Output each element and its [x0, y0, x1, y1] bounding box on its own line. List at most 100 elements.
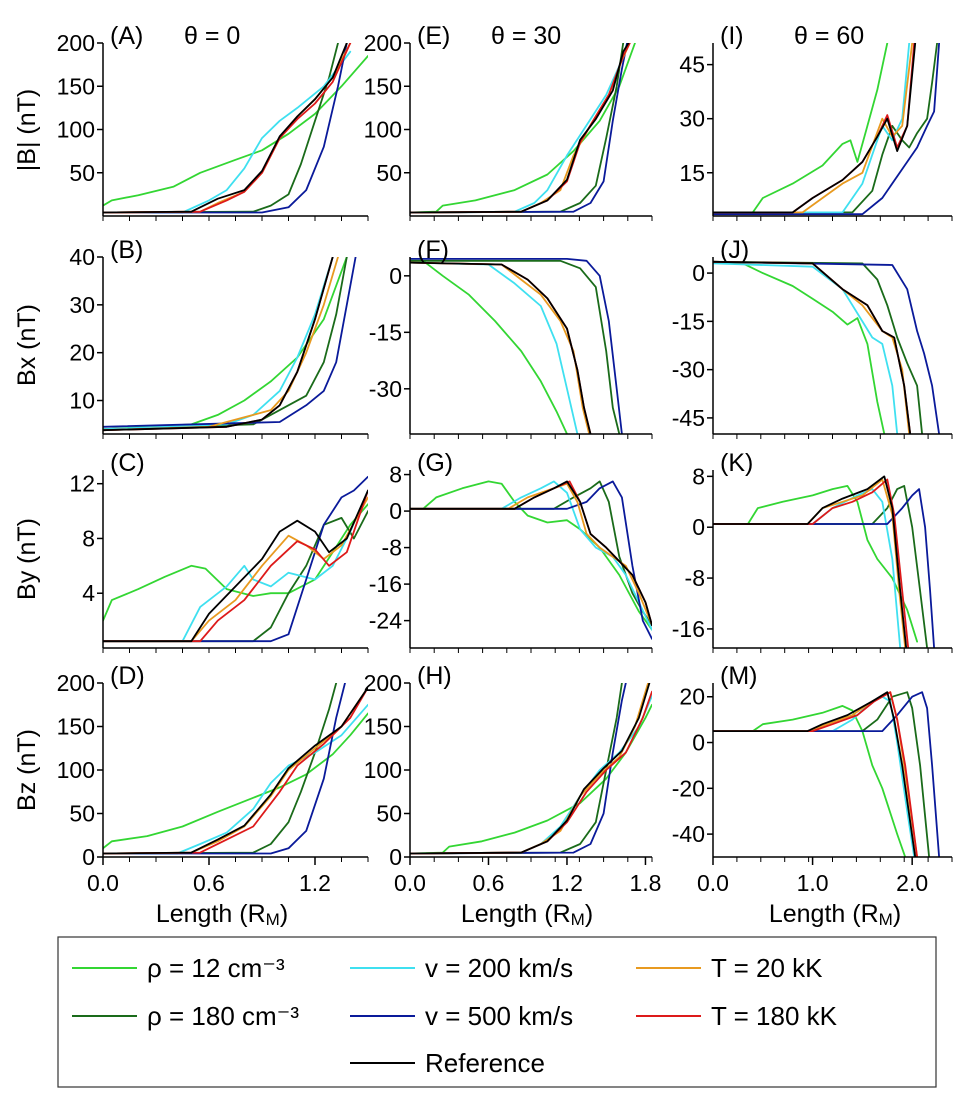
legend-label-v500: v = 500 km/s — [425, 1001, 573, 1031]
series-rho12-J — [713, 260, 886, 434]
ytick-label-A: 150 — [57, 73, 95, 99]
series-rho180-K — [713, 485, 928, 648]
ytick-label-J: -15 — [672, 308, 705, 334]
series-v200-F — [410, 261, 579, 434]
series-rho180-I — [713, 43, 938, 214]
series-v200-K — [713, 488, 902, 648]
xtick-label-D: 0.6 — [193, 870, 225, 896]
series-ref-B — [103, 257, 334, 432]
series-ref-I — [713, 43, 917, 214]
ytick-label-D: 150 — [57, 714, 95, 740]
xlabel-0: Length (RM) — [156, 900, 288, 929]
xlabel-1: Length (RM) — [461, 900, 593, 929]
ytick-label-H: 150 — [364, 714, 402, 740]
ytick-label-G: 0 — [389, 498, 402, 524]
ytick-label-H: 100 — [364, 757, 402, 783]
ytick-label-D: 0 — [82, 844, 95, 870]
ytick-label-I: 45 — [679, 52, 705, 78]
panel-title-I: θ = 60 — [794, 22, 864, 50]
series-ref-D — [103, 686, 368, 855]
ytick-label-J: 0 — [692, 260, 705, 286]
panel-label-E: (E) — [417, 22, 450, 50]
ytick-label-F: 0 — [389, 263, 402, 289]
series-T20-B — [103, 257, 339, 432]
ytick-label-B: 40 — [69, 244, 95, 270]
xtick-label-D: 1.2 — [299, 870, 331, 896]
series-v500-E — [410, 43, 628, 214]
xtick-label-M: 2.0 — [896, 870, 928, 896]
legend-item-rho12: ρ = 12 cm⁻³ — [72, 953, 285, 983]
panel-G: 8 0 -8 -16 -24 (G) — [369, 449, 653, 653]
ytick-label-K: -16 — [672, 616, 705, 642]
series-v500-D — [103, 683, 346, 855]
legend-box — [57, 936, 937, 1088]
legend-item-v200: v = 200 km/s — [350, 953, 573, 983]
series-v500-J — [713, 260, 940, 434]
series-rho12-E — [410, 43, 636, 214]
series-T180-B — [103, 257, 334, 432]
xtick-label-H: 0.6 — [472, 870, 504, 896]
ytick-label-J: -45 — [672, 405, 705, 431]
series-rho12-B — [103, 257, 348, 431]
series-ref-G — [410, 480, 652, 627]
series-rho12-I — [713, 43, 889, 214]
ytick-label-C: 4 — [82, 580, 95, 606]
ytick-label-E: 100 — [364, 117, 402, 143]
panel-label-J: (J) — [720, 236, 749, 264]
series-v500-M — [713, 691, 940, 857]
panel-K: 8 0 -8 -16 (K) — [672, 449, 953, 653]
ytick-label-G: -8 — [382, 535, 402, 561]
series-rho180-D — [103, 683, 338, 855]
legend-label-v200: v = 200 km/s — [425, 953, 573, 983]
ytick-label-G: 8 — [389, 462, 402, 488]
ytick-label-K: 0 — [692, 514, 705, 540]
series-rho12-C — [103, 503, 368, 622]
series-rho180-H — [410, 683, 623, 855]
series-v200-B — [103, 257, 334, 431]
panel-I: 15 30 45 (I) θ = 60 — [679, 22, 953, 221]
series-ref-J — [713, 260, 912, 434]
ytick-label-M: 0 — [692, 730, 705, 756]
ytick-label-I: 15 — [679, 160, 705, 186]
ytick-label-F: -30 — [369, 376, 402, 402]
ytick-label-M: -40 — [672, 821, 705, 847]
panel-label-A: (A) — [110, 22, 143, 50]
ytick-label-A: 50 — [69, 160, 95, 186]
series-rho12-A — [103, 55, 368, 207]
series-ref-F — [410, 261, 592, 434]
panel-label-K: (K) — [720, 449, 753, 477]
series-rho12-D — [103, 712, 368, 850]
series-T20-F — [410, 261, 591, 434]
xtick-label-D: 0.0 — [87, 870, 119, 896]
series-ref-K — [713, 475, 908, 648]
panel-label-F: (F) — [417, 236, 449, 264]
series-v500-H — [410, 683, 627, 855]
series-ref-A — [103, 43, 348, 214]
row-ylabels: |B| (nT) Bx (nT) By (nT) Bz (nT) — [13, 89, 41, 811]
panel-J: 0 -15 -30 -45 (J) — [672, 236, 953, 439]
ytick-label-F: -15 — [369, 319, 402, 345]
series-T180-G — [410, 480, 652, 627]
ytick-label-M: 20 — [679, 684, 705, 710]
ytick-label-C: 12 — [69, 471, 95, 497]
ytick-label-J: -30 — [672, 357, 705, 383]
xtick-label-H: 1.8 — [629, 870, 661, 896]
row-ylabel-1: Bx (nT) — [13, 304, 41, 386]
series-v200-I — [713, 43, 911, 214]
ytick-label-E: 150 — [364, 73, 402, 99]
series-v500-A — [103, 43, 348, 214]
xlabel-2: Length (RM) — [769, 900, 901, 929]
panel-A: 50 100 150 200 (A) θ = 0 — [57, 22, 369, 221]
panel-title-E: θ = 30 — [491, 22, 561, 50]
series-T180-C — [103, 489, 368, 643]
ytick-label-B: 10 — [69, 388, 95, 414]
panel-label-B: (B) — [110, 236, 143, 264]
ytick-label-A: 200 — [57, 30, 95, 56]
legend-item-T180: T = 180 kK — [636, 1001, 838, 1031]
column-xlabels: Length (RM) Length (RM) Length (RM) — [156, 900, 901, 929]
series-T20-K — [713, 478, 907, 648]
series-rho180-J — [713, 260, 923, 434]
row-ylabel-2: By (nT) — [13, 518, 41, 600]
